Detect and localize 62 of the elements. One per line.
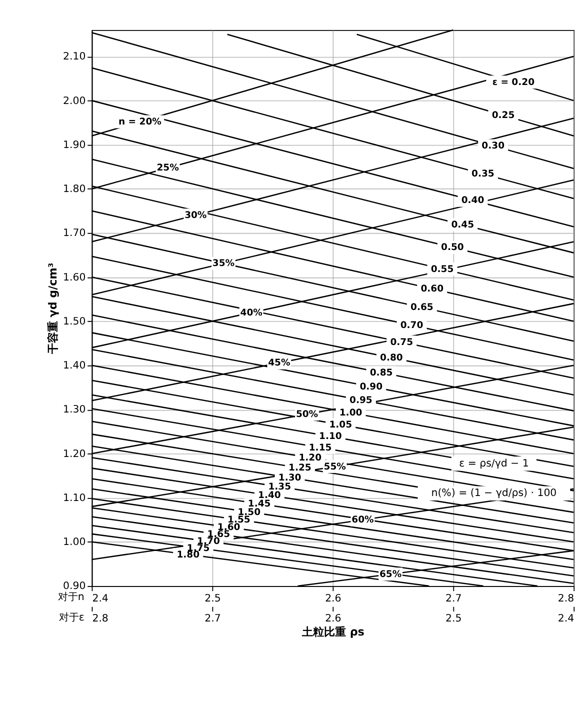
series-label: 1.20 [298,452,322,464]
series-label: 0.40 [461,195,484,206]
series-label: 55% [324,461,346,472]
x-tick-label: 2.7 [446,593,462,604]
y-tick-label: 1.90 [63,140,86,151]
series-label: 60% [352,514,374,526]
text: 对于n [58,590,84,603]
y-tick-label: 1.30 [63,404,86,416]
series-label: 0.60 [420,284,444,295]
y-tick-label: 1.60 [63,272,86,284]
series-label: 0.30 [482,140,505,152]
y-tick-label: 2.10 [63,52,86,63]
x-tick-label: 2.8 [558,593,574,604]
series-label: 1.00 [339,408,362,419]
series-label: 45% [268,358,290,369]
x2-tick-label: 2.7 [204,614,221,625]
series-label: 0.85 [370,367,393,378]
series-label: 0.90 [360,381,383,392]
series-label: ε = 0.20 [492,76,535,88]
series-label: 65% [379,568,402,580]
x2-tick-label: 2.4 [558,614,574,625]
annotation: n(%) = (1 − γd/ρs) · 100 [431,488,557,500]
x2-tick-label: 2.6 [325,614,342,625]
series-label: 0.75 [390,336,414,348]
y-tick-label: 2.00 [63,96,86,107]
x-tick-label: 2.4 [92,593,108,604]
x-axis-title: 土粒比重 ρs [300,626,365,639]
y-tick-label: 1.50 [63,316,86,328]
y-tick-label: 1.00 [63,537,86,548]
series-label: 0.65 [410,302,434,314]
series-label: 0.80 [380,352,403,364]
series-label: 35% [212,258,235,270]
y-tick-label: 1.80 [63,184,86,196]
y-tick-label: 0.90 [63,581,86,592]
series-label: 1.30 [278,472,302,484]
x2-tick-label: 2.8 [92,614,108,625]
series-label: 1.25 [288,462,312,474]
series-label: 1.15 [308,442,332,454]
series-label: 25% [156,162,179,174]
text: 对于ε [58,611,84,624]
series-label: 50% [296,408,318,420]
annotation: ε = ρs/γd − 1 [459,458,529,470]
x-tick-label: 2.6 [325,593,342,604]
series-label: 0.70 [400,320,424,331]
series-label: 0.95 [350,394,372,406]
y-tick-label: 1.40 [63,360,86,372]
x-tick-label: 2.5 [204,593,221,604]
y-axis-title: 干容重 γd g/cm³ [46,262,60,356]
series-label: 1.10 [319,431,342,442]
series-label: 40% [240,307,262,318]
x2-tick-label: 2.5 [446,614,462,625]
y-tick-label: 1.20 [63,448,86,460]
series-label: 0.25 [492,110,515,122]
y-tick-label: 1.70 [63,228,86,240]
series-label: 0.55 [430,264,454,275]
series-label: 1.05 [329,420,352,431]
series-label: 0.35 [472,168,494,180]
series-label: 0.45 [451,220,474,231]
series-label: n = 20% [118,116,162,128]
y-tick-label: 1.10 [63,492,86,504]
series-label: 30% [184,210,207,221]
series-label: 0.50 [441,242,464,254]
